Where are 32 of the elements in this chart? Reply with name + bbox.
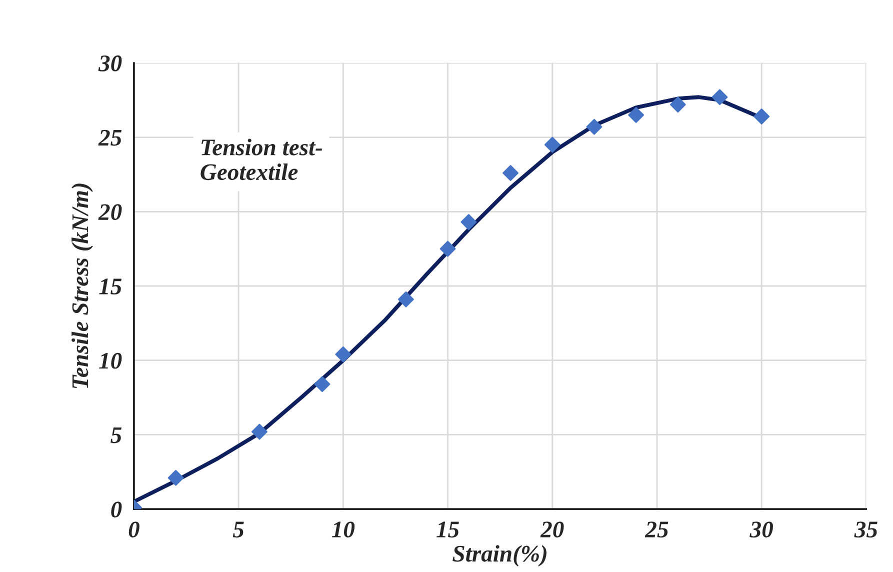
point (502, 164, 519, 181)
y-axis-title: Tensile Stress (kN/m) (72, 184, 93, 388)
y-tick-label: 5 (110, 427, 122, 444)
annotation: Tension test- Geotextile (200, 138, 322, 180)
point (628, 106, 644, 123)
point (440, 240, 456, 257)
point (712, 89, 728, 106)
y-tick-label: 0 (111, 502, 122, 518)
point (168, 470, 184, 486)
point (460, 214, 477, 230)
point (586, 118, 602, 135)
x-tick-label: 30 (750, 522, 773, 538)
x-tick-label: 35 (854, 522, 878, 538)
point (335, 346, 352, 362)
y-tick-label: 10 (99, 352, 122, 369)
x-tick-label: 20 (540, 522, 564, 538)
point (670, 96, 686, 113)
y-tick-label: 30 (98, 55, 122, 72)
x-tick-label: 10 (332, 522, 355, 538)
y-tick-label: 25 (98, 130, 122, 146)
x-tick-label: 15 (436, 522, 459, 538)
x-tick-label: 5 (232, 522, 244, 538)
x-tick-label: 25 (644, 522, 668, 538)
point (754, 108, 770, 124)
y-tick-label: 20 (98, 204, 122, 220)
point (314, 376, 330, 392)
point (544, 136, 560, 153)
x-axis-title: Strain(%) (452, 545, 546, 566)
x-tick-label: 0 (128, 522, 140, 538)
point (252, 424, 268, 440)
point (398, 291, 414, 308)
y-tick-label: 15 (99, 278, 122, 294)
